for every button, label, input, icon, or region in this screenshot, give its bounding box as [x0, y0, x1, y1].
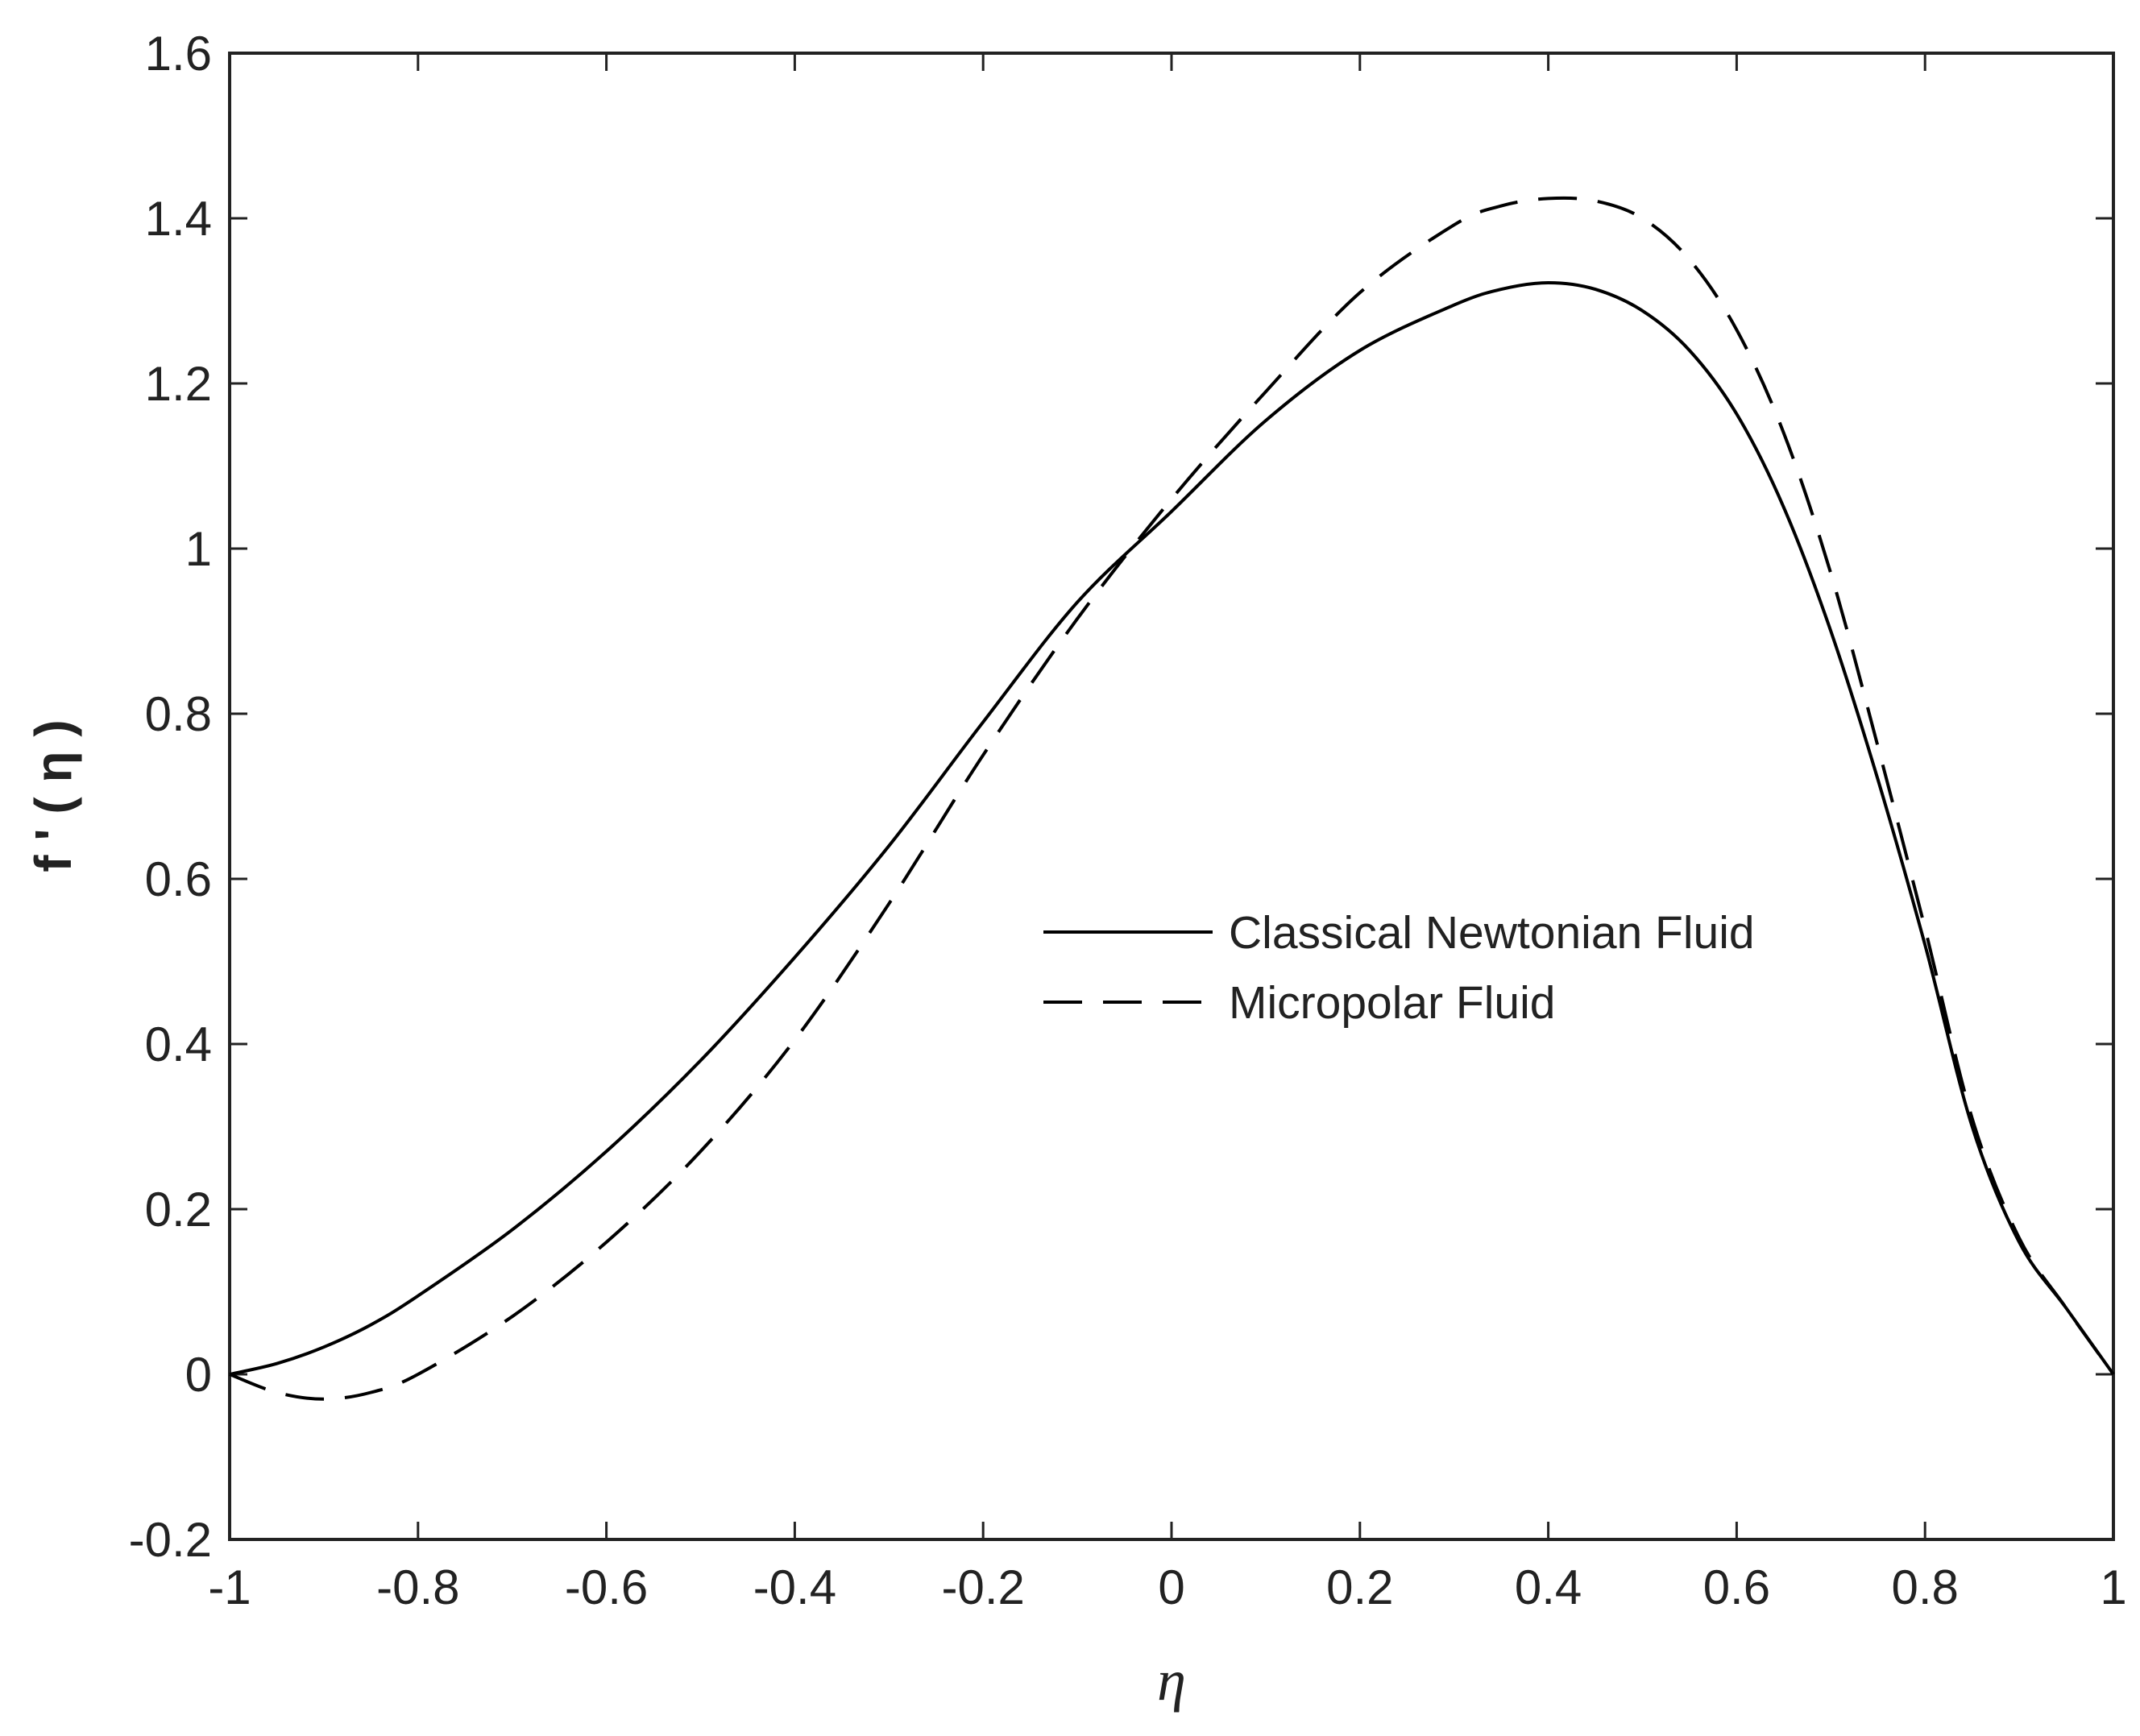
y-tick-label: 0.6 — [145, 852, 212, 906]
tick-labels: -1 -0.8 -0.6 -0.4 -0.2 0 0.2 0.4 0.6 0.8 1 -0.2 0 0.2… — [129, 27, 2127, 1614]
micropolar-fluid-line — [229, 196, 2115, 1401]
x-tick-label: -0.2 — [942, 1560, 1025, 1614]
y-tick-label: 1.4 — [145, 192, 212, 246]
x-tick-label: 0.6 — [1703, 1560, 1770, 1614]
y-tick-label: 0 — [185, 1348, 212, 1402]
x-tick-label: -0.4 — [753, 1560, 836, 1614]
x-tick-label: 0 — [1158, 1560, 1184, 1614]
classical-newtonian-line — [229, 281, 2115, 1376]
y-tick-label: 1 — [185, 522, 212, 576]
y-tick-label: -0.2 — [129, 1513, 212, 1567]
x-axis-label: η — [1157, 1648, 1186, 1713]
x-tick-label: -1 — [208, 1560, 251, 1614]
plot-area — [228, 52, 2115, 1541]
y-tick-label: 0.4 — [145, 1017, 212, 1071]
x-tick-label: 1 — [2100, 1560, 2126, 1614]
series-lines — [229, 196, 2115, 1401]
x-tick-label: 0.2 — [1326, 1560, 1393, 1614]
y-axis-label: f ' ( η ) — [24, 719, 82, 872]
legend: Classical Newtonian Fluid Micropolar Flu… — [1043, 907, 1755, 1029]
y-tick-label: 1.2 — [145, 357, 212, 411]
axis-ticks — [228, 52, 2115, 1541]
y-tick-label: 1.6 — [145, 27, 212, 81]
x-tick-label: 0.8 — [1891, 1560, 1958, 1614]
y-tick-label: 0.2 — [145, 1183, 212, 1237]
x-tick-label: -0.6 — [565, 1560, 648, 1614]
x-tick-label: -0.8 — [376, 1560, 459, 1614]
y-tick-label: 0.8 — [145, 687, 212, 741]
legend-label-micropolar: Micropolar Fluid — [1229, 977, 1555, 1029]
x-tick-label: 0.4 — [1515, 1560, 1582, 1614]
legend-label-classical: Classical Newtonian Fluid — [1229, 907, 1755, 959]
